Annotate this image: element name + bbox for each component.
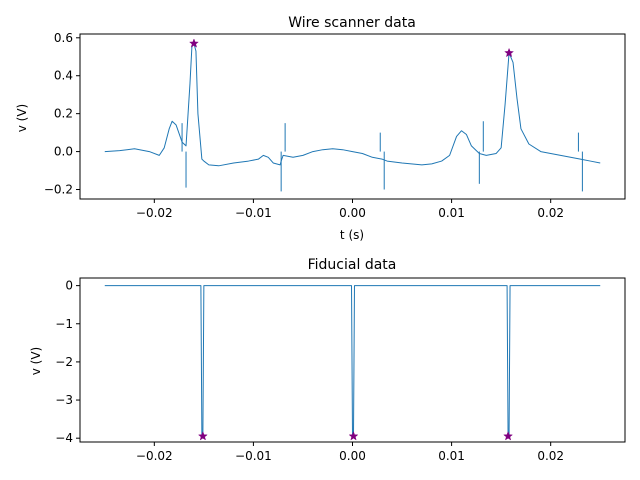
panel-title: Fiducial data — [308, 257, 397, 273]
fiducial-panel: Fiducial data −0.02 −0.01 0.00 0.01 0.02 −4 −3… — [29, 257, 626, 463]
series-line — [104, 285, 601, 437]
y-tick-label: −1 — [55, 317, 73, 331]
wire-scanner-panel: Wire scanner data −0.02 −0.01 0.00 0.01 0.02… — [15, 15, 626, 242]
x-tick-label: −0.01 — [235, 449, 272, 463]
y-tick-label: 0.2 — [54, 107, 73, 121]
peak-marker — [197, 431, 208, 441]
x-axis-label: t (s) — [340, 228, 364, 242]
x-tick-label: 0.02 — [537, 206, 564, 220]
y-tick-label: −2 — [55, 355, 73, 369]
y-tick-label: −0.2 — [44, 183, 73, 197]
plot-area: −0.02 −0.01 0.00 0.01 0.02 −0.2 0.0 0.2 0.4 0.6 — [44, 31, 626, 220]
peak-marker — [188, 38, 199, 48]
plot-area: −0.02 −0.01 0.00 0.01 0.02 −4 −3 −2 −1 0 — [55, 277, 626, 463]
x-tick-label: −0.01 — [235, 206, 272, 220]
y-tick-label: −4 — [55, 431, 73, 445]
x-tick-label: −0.02 — [136, 206, 173, 220]
peak-marker — [348, 431, 359, 441]
x-tick-label: 0.02 — [537, 449, 564, 463]
series-line — [104, 42, 601, 167]
x-tick-label: 0.00 — [339, 449, 366, 463]
x-tick-label: 0.00 — [339, 206, 366, 220]
x-tick-label: 0.01 — [438, 206, 465, 220]
y-tick-label: −3 — [55, 393, 73, 407]
x-tick-label: −0.02 — [136, 449, 173, 463]
peak-marker — [504, 47, 515, 58]
y-tick-label: 0.6 — [54, 31, 73, 45]
y-axis-label: v (V) — [29, 347, 43, 376]
panel-title: Wire scanner data — [288, 15, 416, 31]
y-axis-label: v (V) — [15, 104, 29, 133]
axes-frame — [79, 33, 626, 200]
x-tick-label: 0.01 — [438, 449, 465, 463]
y-tick-label: 0 — [65, 279, 73, 293]
y-tick-label: 0.4 — [54, 69, 73, 83]
peak-marker — [503, 431, 514, 441]
y-tick-label: 0.0 — [54, 145, 73, 159]
